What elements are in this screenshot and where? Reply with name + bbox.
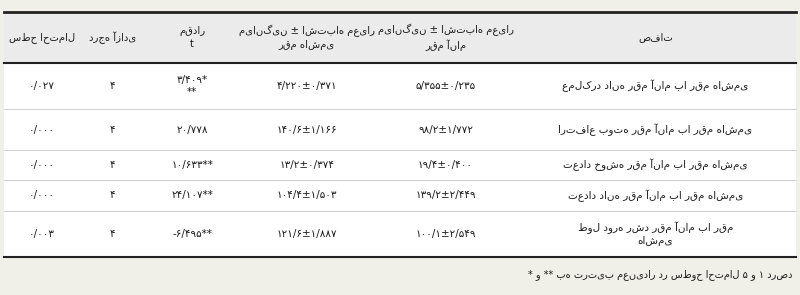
Text: ۰/۰۲۷: ۰/۰۲۷ [29,81,54,91]
Text: ۴: ۴ [110,124,116,135]
Text: ۱۳/۲±۰/۳۷۴: ۱۳/۲±۰/۳۷۴ [279,160,334,170]
Text: ۳/۴۰۹*
**: ۳/۴۰۹* ** [177,75,208,97]
Text: ۴/۲۲۰±۰/۳۷۱: ۴/۲۲۰±۰/۳۷۱ [277,81,338,91]
Text: سطح احتمال: سطح احتمال [9,32,74,43]
Text: ۲۰/۷۷۸: ۲۰/۷۷۸ [176,124,208,135]
Text: ۹۸/۲±۱/۷۷۲: ۹۸/۲±۱/۷۷۲ [418,124,473,135]
Text: مقدار
t: مقدار t [179,26,205,49]
Text: ۰/۰۰۰: ۰/۰۰۰ [29,160,54,170]
Text: ۲۴/۱۰۷**: ۲۴/۱۰۷** [171,191,213,200]
Text: ۴: ۴ [110,160,116,170]
Text: میانگین ± اشتباه معیار
رقم هاشمی: میانگین ± اشتباه معیار رقم هاشمی [239,25,375,50]
Text: ۰/۰۰۰: ۰/۰۰۰ [29,191,54,200]
Text: ۴: ۴ [110,191,116,200]
Text: تعداد دانه رقم آنام با رقم هاشمی: تعداد دانه رقم آنام با رقم هاشمی [568,189,743,202]
Text: تعداد خوشه رقم آنام با رقم هاشمی: تعداد خوشه رقم آنام با رقم هاشمی [563,159,748,171]
Text: طول دوره رشد رقم آنام با رقم
هاشمی: طول دوره رشد رقم آنام با رقم هاشمی [578,221,733,246]
Text: ارتفاع بوته رقم آنام با رقم هاشمی: ارتفاع بوته رقم آنام با رقم هاشمی [558,123,753,136]
Text: -۶/۴۹۵**: -۶/۴۹۵** [172,229,212,239]
Text: ۵/۳۵۵±۰/۲۳۵: ۵/۳۵۵±۰/۲۳۵ [415,81,476,91]
Text: میانگین ± اشتباه معیار
رقم آنام: میانگین ± اشتباه معیار رقم آنام [378,24,514,51]
Text: صفات: صفات [638,32,673,42]
Text: ۴: ۴ [110,81,116,91]
Text: ۱۲۱/۶±۱/۸۸۷: ۱۲۱/۶±۱/۸۸۷ [277,229,338,239]
Text: درجه آزادی: درجه آزادی [90,31,137,44]
Text: ۰/۰۰۰: ۰/۰۰۰ [29,124,54,135]
Text: ۱۳۹/۲±۲/۴۴۹: ۱۳۹/۲±۲/۴۴۹ [415,191,476,200]
Text: ۴: ۴ [110,229,116,239]
Text: عملکرد دانه رقم آنام با رقم هاشمی: عملکرد دانه رقم آنام با رقم هاشمی [562,80,749,92]
Text: ۱۰۴/۴±۱/۵۰۳: ۱۰۴/۴±۱/۵۰۳ [277,191,337,200]
Text: ۱۴۰/۶±۱/۱۶۶: ۱۴۰/۶±۱/۱۶۶ [277,124,338,135]
Text: ۰/۰۰۳: ۰/۰۰۳ [29,229,54,239]
Text: * و ** به ترتیب معنی‌دار در سطوح احتمال ۵ و ۱ درصد: * و ** به ترتیب معنی‌دار در سطوح احتمال … [527,269,792,280]
Text: ۱۹/۴±۰/۴۰۰: ۱۹/۴±۰/۴۰۰ [418,160,473,170]
Text: ۱۰/۶۳۳**: ۱۰/۶۳۳** [171,160,213,170]
Text: ۱۰۰/۱±۲/۵۴۹: ۱۰۰/۱±۲/۵۴۹ [415,229,476,239]
